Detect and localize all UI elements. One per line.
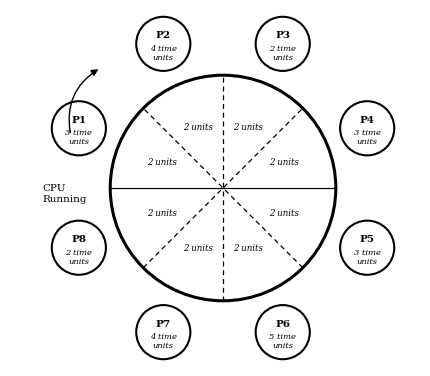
Text: 2 units: 2 units [147,209,177,218]
Text: 4 time
units: 4 time units [150,333,176,350]
Text: 3 time
units: 3 time units [65,129,92,146]
Text: 2 units: 2 units [233,123,263,132]
Text: P6: P6 [274,320,290,329]
Text: 2 units: 2 units [182,123,212,132]
Circle shape [255,17,309,71]
Text: 2 time
units: 2 time units [269,45,295,62]
Text: 2 time
units: 2 time units [65,249,92,265]
Text: P8: P8 [71,235,86,244]
Text: 2 units: 2 units [147,158,177,167]
Text: 2 units: 2 units [268,158,298,167]
Circle shape [136,305,190,359]
Text: 5 time
units: 5 time units [269,333,295,350]
Circle shape [52,101,106,155]
Text: 3 time
units: 3 time units [353,249,380,265]
Text: 4 time
units: 4 time units [150,45,176,62]
Text: 2 units: 2 units [182,244,212,253]
Circle shape [339,101,393,155]
Circle shape [339,221,393,275]
Text: P3: P3 [275,31,289,40]
Text: P4: P4 [359,116,374,125]
Text: P1: P1 [71,116,86,125]
Text: 3 time
units: 3 time units [353,129,380,146]
Text: P5: P5 [359,235,374,244]
Text: 2 units: 2 units [233,244,263,253]
Circle shape [52,221,106,275]
Text: P2: P2 [155,31,170,40]
Circle shape [110,75,335,301]
Circle shape [136,17,190,71]
Circle shape [255,305,309,359]
Text: CPU
Running: CPU Running [43,183,87,204]
Text: 2 units: 2 units [268,209,298,218]
Text: P7: P7 [155,320,170,329]
